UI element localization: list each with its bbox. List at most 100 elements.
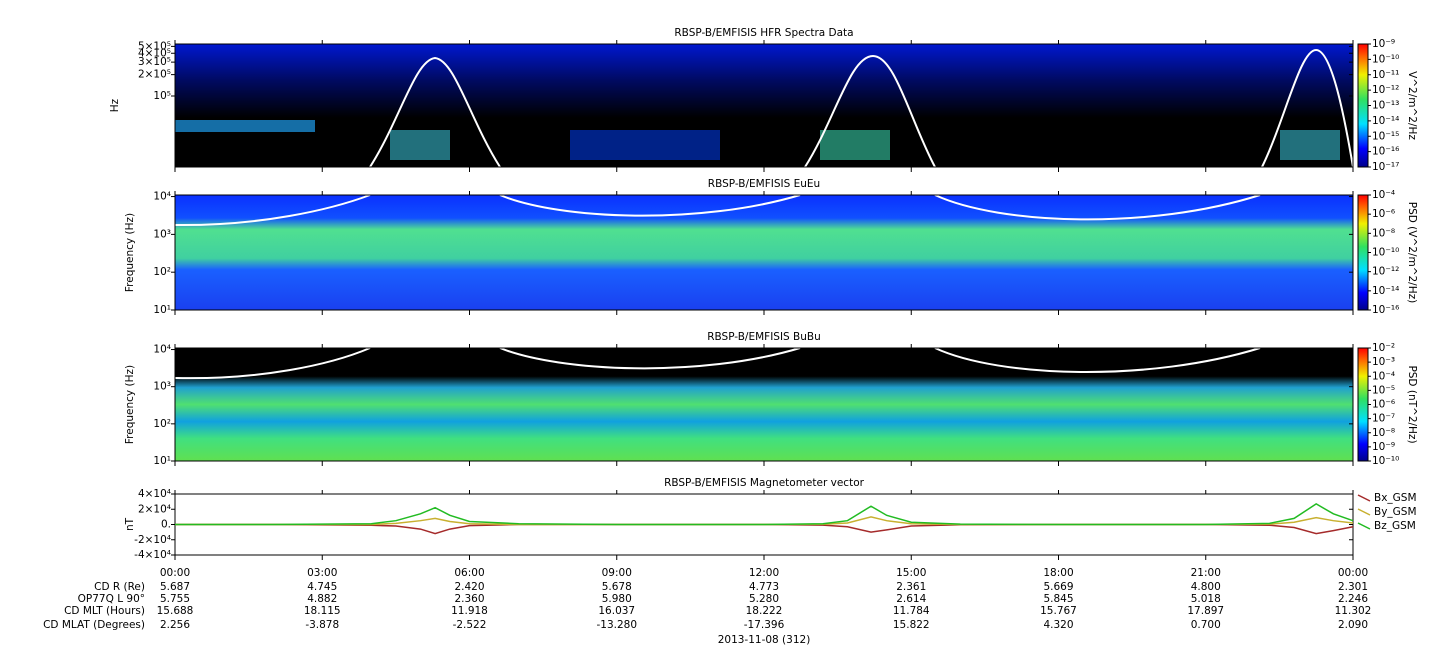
ephemeris-value: 18.222 xyxy=(746,605,783,617)
y-tick-label: 0. xyxy=(161,519,171,531)
series-line xyxy=(175,516,1354,526)
ephemeris-value: -13.280 xyxy=(596,619,637,631)
ephemeris-value: 5.687 xyxy=(160,581,190,593)
colorbar-tick-label: 10⁻¹² xyxy=(1372,266,1399,278)
y-tick-label: 4×10⁵ xyxy=(138,47,171,59)
panel-title: RBSP-B/EMFISIS EuEu xyxy=(708,178,820,190)
x-tick-label: 00:00 xyxy=(160,567,190,579)
ephemeris-value: 18.115 xyxy=(304,605,341,617)
y-tick-label: -2×10⁴ xyxy=(134,534,171,546)
colorbar-tick-label: 10⁻³ xyxy=(1372,356,1395,368)
ephemeris-label: CD MLT (Hours) xyxy=(64,605,145,617)
y-tick-label: 10² xyxy=(153,418,171,430)
y-tick-label: 10⁴ xyxy=(153,191,171,203)
colorbar-tick-label: 10⁻¹⁰ xyxy=(1372,455,1399,467)
ephemeris-value: 2.246 xyxy=(1338,593,1368,605)
y-axis-label: Frequency (Hz) xyxy=(124,365,136,444)
y-tick-label: 10¹ xyxy=(153,455,171,467)
x-tick-label: 09:00 xyxy=(602,567,632,579)
ephemeris-value: 4.320 xyxy=(1043,619,1073,631)
ephemeris-value: 5.669 xyxy=(1043,581,1073,593)
colorbar-tick-label: 10⁻¹⁴ xyxy=(1372,285,1399,297)
panel-title: RBSP-B/EMFISIS BuBu xyxy=(707,331,821,343)
ephemeris-value: 17.897 xyxy=(1187,605,1224,617)
ephemeris-value: 11.918 xyxy=(451,605,488,617)
y-axis-label: nT xyxy=(124,517,136,531)
y-tick-label: 2×10⁴ xyxy=(138,503,171,515)
x-tick-label: 18:00 xyxy=(1043,567,1073,579)
ephemeris-value: -17.396 xyxy=(744,619,785,631)
colorbar-tick-label: 10⁻⁴ xyxy=(1372,189,1395,201)
colorbar-tick-label: 10⁻¹⁵ xyxy=(1372,130,1399,142)
colorbar-tick-label: 10⁻¹⁶ xyxy=(1372,304,1399,316)
y-tick-label: 10² xyxy=(153,266,171,278)
colorbar-tick-label: 10⁻⁶ xyxy=(1372,399,1395,411)
panel-frame xyxy=(174,194,1354,311)
legend-label: By_GSM xyxy=(1374,506,1417,518)
date-label: 2013-11-08 (312) xyxy=(718,634,811,646)
ephemeris-value: 15.767 xyxy=(1040,605,1077,617)
colorbar-tick-label: 10⁻¹⁰ xyxy=(1372,247,1399,259)
y-axis-label: Frequency (Hz) xyxy=(124,213,136,292)
panel-frame xyxy=(174,347,1354,462)
x-tick-label: 15:00 xyxy=(896,567,926,579)
ephemeris-value: 2.420 xyxy=(454,581,484,593)
ephemeris-value: 0.700 xyxy=(1191,619,1221,631)
legend-swatch xyxy=(1357,522,1371,530)
ephemeris-label: CD R (Re) xyxy=(94,581,145,593)
x-tick-label: 06:00 xyxy=(454,567,484,579)
y-tick-label: 3×10⁵ xyxy=(138,56,171,68)
ephemeris-value: 2.361 xyxy=(896,581,926,593)
colorbar-tick-label: 10⁻¹³ xyxy=(1372,100,1399,112)
colorbar-label: PSD (nT^2/Hz) xyxy=(1406,365,1418,443)
colorbar-tick-label: 10⁻⁹ xyxy=(1372,38,1395,50)
colorbar-frame xyxy=(1357,43,1369,168)
colorbar-tick-label: 10⁻⁴ xyxy=(1372,370,1395,382)
ephemeris-value: 11.784 xyxy=(893,605,930,617)
ephemeris-value: -2.522 xyxy=(453,619,487,631)
x-tick-label: 12:00 xyxy=(749,567,779,579)
ephemeris-value: 2.360 xyxy=(454,593,484,605)
ephemeris-value: -3.878 xyxy=(305,619,339,631)
colorbar-tick-label: 10⁻⁶ xyxy=(1372,208,1395,220)
colorbar-tick-label: 10⁻⁸ xyxy=(1372,427,1395,439)
ephemeris-value: 15.822 xyxy=(893,619,930,631)
colorbar-frame xyxy=(1357,194,1369,311)
ephemeris-value: 5.018 xyxy=(1191,593,1221,605)
series-line xyxy=(175,523,1354,535)
colorbar-tick-label: 10⁻² xyxy=(1372,342,1395,354)
colorbar-tick-label: 10⁻¹⁰ xyxy=(1372,53,1399,65)
panel-title: RBSP-B/EMFISIS Magnetometer vector xyxy=(664,477,865,489)
y-tick-label: 10³ xyxy=(153,381,171,393)
y-tick-label: 10³ xyxy=(153,228,171,240)
ephemeris-value: 11.302 xyxy=(1335,605,1372,617)
ephemeris-value: 2.301 xyxy=(1338,581,1368,593)
colorbar-tick-label: 10⁻¹² xyxy=(1372,84,1399,96)
y-tick-label: 5×10⁵ xyxy=(138,40,171,52)
ephemeris-value: 2.090 xyxy=(1338,619,1368,631)
colorbar-tick-label: 10⁻⁷ xyxy=(1372,413,1395,425)
y-tick-label: 2×10⁵ xyxy=(138,69,171,81)
x-tick-label: 03:00 xyxy=(307,567,337,579)
ephemeris-value: 4.800 xyxy=(1191,581,1221,593)
y-tick-label: 4×10⁴ xyxy=(138,488,171,500)
ephemeris-value: 4.773 xyxy=(749,581,779,593)
ephemeris-label: CD MLAT (Degrees) xyxy=(43,619,145,631)
y-tick-label: -4×10⁴ xyxy=(134,549,171,561)
colorbar-tick-label: 10⁻⁵ xyxy=(1372,384,1395,396)
y-tick-label: 10¹ xyxy=(153,304,171,316)
colorbar-tick-label: 10⁻⁸ xyxy=(1372,227,1395,239)
y-tick-label: 10⁴ xyxy=(153,344,171,356)
colorbar-tick-label: 10⁻¹⁷ xyxy=(1372,161,1399,173)
ephemeris-value: 5.980 xyxy=(602,593,632,605)
legend-label: Bx_GSM xyxy=(1374,492,1417,504)
ephemeris-value: 2.256 xyxy=(160,619,190,631)
y-axis-label: Hz xyxy=(109,98,121,112)
ephemeris-value: 16.037 xyxy=(598,605,635,617)
legend-swatch xyxy=(1357,508,1371,516)
ephemeris-value: 5.280 xyxy=(749,593,779,605)
ephemeris-value: 15.688 xyxy=(157,605,194,617)
colorbars xyxy=(1358,44,1368,461)
colorbar-tick-label: 10⁻¹⁶ xyxy=(1372,146,1399,158)
